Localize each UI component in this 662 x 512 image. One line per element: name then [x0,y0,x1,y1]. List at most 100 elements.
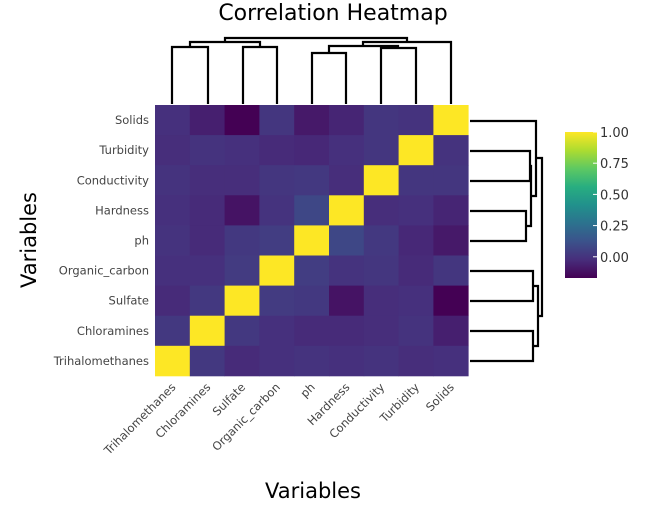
colorbar-tick-label: 0.25 [600,220,629,235]
heatmap-cell [259,135,295,166]
heatmap-cell [259,105,295,136]
heatmap-cell [155,315,191,347]
heatmap-cell [155,225,191,256]
heatmap-cell [329,165,365,196]
heatmap-cell [224,165,260,196]
heatmap-cell [294,135,330,166]
heatmap-cell [155,165,191,196]
heatmap-cell [433,165,469,196]
heatmap-cell [259,345,295,377]
heatmap-cell [329,135,365,166]
colorbar-tick-label: 1.00 [600,126,629,141]
y-tick-label: ph [134,233,149,247]
heatmap-cell [398,165,434,196]
heatmap-cell [189,345,225,377]
heatmap-cell [224,195,260,226]
y-tick-label: Chloramines [77,324,149,338]
heatmap-cell [398,135,434,166]
heatmap-cell [294,225,330,256]
heatmap-cell [329,255,365,286]
heatmap-cell [363,105,399,136]
heatmap-cell [224,285,260,317]
heatmap-cells [155,105,469,377]
heatmap-cell [189,165,225,196]
heatmap-cell [155,345,191,377]
y-tick-label: Solids [115,113,149,127]
heatmap-cell [224,105,260,136]
heatmap-cell [294,165,330,196]
heatmap-cell [189,105,225,136]
heatmap-cell [363,195,399,226]
colorbar: 1.00 0.75 0.50 0.25 0.00 [565,126,629,278]
colorbar-tick-label: 0.00 [600,251,629,266]
chart-title: Correlation Heatmap [218,1,447,26]
heatmap-cell [329,225,365,256]
heatmap-cell [433,285,469,317]
heatmap-cell [363,225,399,256]
heatmap-cell [294,345,330,377]
heatmap-cell [433,135,469,166]
heatmap-cell [398,345,434,377]
y-axis-tick-labels: Solids Turbidity Conductivity Hardness ph Org… [53,113,149,368]
heatmap-cell [398,105,434,136]
heatmap-cell [224,135,260,166]
heatmap-cell [363,165,399,196]
heatmap-cell [155,105,191,136]
heatmap-cell [398,315,434,347]
heatmap-cell [259,165,295,196]
heatmap-cell [224,315,260,347]
y-tick-label: Sulfate [109,294,149,308]
y-tick-label: Organic_carbon [59,264,149,278]
heatmap-cell [398,195,434,226]
heatmap-cell [189,195,225,226]
heatmap-cell [363,345,399,377]
x-axis-tick-labels: TrihalomethanesChloraminesSulfateOrganic… [101,380,457,458]
heatmap-cell [363,315,399,347]
heatmap-cell [363,255,399,286]
heatmap-cell [155,285,191,317]
heatmap-cell [329,285,365,317]
heatmap-cell [294,105,330,136]
y-tick-label: Conductivity [77,173,149,187]
heatmap-cell [433,225,469,256]
heatmap-cell [329,195,365,226]
heatmap-cell [294,315,330,347]
colorbar-ticks: 1.00 0.75 0.50 0.25 0.00 [593,126,629,266]
y-axis-title: Variables [17,192,41,288]
x-tick-label: ph [298,380,318,400]
heatmap-cell [224,345,260,377]
heatmap-cell [329,315,365,347]
heatmap-cell [259,255,295,286]
heatmap-cell [224,255,260,286]
colorbar-tick-label: 0.75 [600,157,629,172]
y-tick-label: Turbidity [98,143,149,157]
top-dendrogram [170,36,453,104]
heatmap-cell [363,285,399,317]
heatmap-cell [189,285,225,317]
heatmap-cell [189,135,225,166]
right-dendrogram [470,119,544,363]
heatmap-cell [433,105,469,136]
heatmap-cell [433,195,469,226]
heatmap-cell [259,195,295,226]
heatmap-cell [398,225,434,256]
x-axis-title: Variables [265,479,361,503]
heatmap-cell [433,255,469,286]
heatmap-cell [189,255,225,286]
heatmap-cell [189,315,225,347]
heatmap-cell [363,135,399,166]
heatmap-cell [398,285,434,317]
heatmap-cell [189,225,225,256]
heatmap-cell [433,315,469,347]
colorbar-tick-label: 0.50 [600,188,629,203]
heatmap-cell [294,195,330,226]
heatmap-cell [155,255,191,286]
heatmap-cell [155,135,191,166]
heatmap-cell [398,255,434,286]
y-tick-label: Hardness [95,203,149,217]
heatmap-cell [259,225,295,256]
heatmap-cell [294,255,330,286]
x-tick-label: Solids [423,380,457,414]
heatmap-cell [259,315,295,347]
